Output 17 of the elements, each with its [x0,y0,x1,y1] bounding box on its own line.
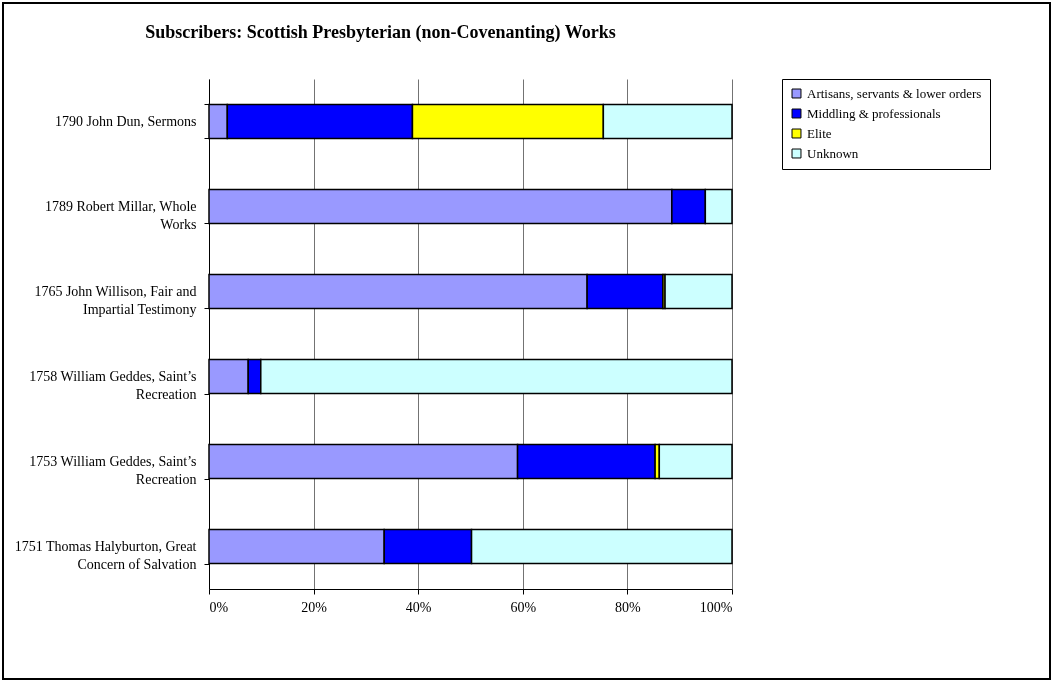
x-tick-label: 100% [699,599,733,615]
y-tick-label: 1758 William Geddes, Saint’s Recreation [29,369,197,402]
legend-label: Unknown [807,145,859,161]
chart-title: Subscribers: Scottish Presbyterian (non-Covenanting) Works [145,22,616,43]
y-tick-label: 1790 John Dun, Sermons [54,114,197,129]
legend-label: Artisans, servants & lower orders [807,85,982,101]
x-tick-label: 0% [209,599,229,615]
x-tick-label: 60% [510,599,537,615]
legend-label: Elite [807,125,832,141]
y-tick-label: 1753 William Geddes, Saint’s Recreation [29,454,197,487]
x-tick-label: 40% [405,599,432,615]
y-tick-label: 1765 John Willison, Fair and Impartial Testimony [34,284,197,317]
legend-label: Middling & professionals [807,105,941,121]
y-tick-label: 1789 Robert Millar, Whole Works [44,199,197,232]
y-tick-label: 1751 Thomas Halyburton, Great Concern of Salvation [14,539,197,572]
x-tick-label: 20% [301,599,328,615]
x-tick-label: 80% [615,599,642,615]
